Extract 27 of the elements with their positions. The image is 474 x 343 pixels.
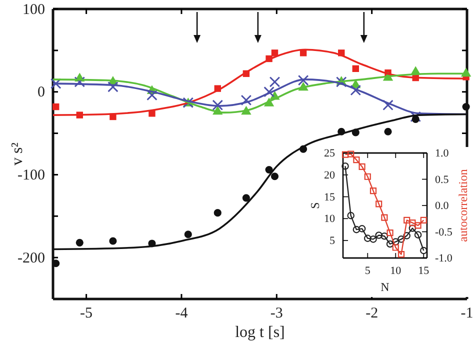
x-tick-label: -1: [460, 306, 474, 322]
y-tick-label: 20: [324, 169, 336, 182]
y2-tick-label: 0.5: [435, 174, 450, 186]
y2-tick-label: -0.5: [435, 226, 453, 238]
x-tick-label: -5: [80, 306, 93, 322]
y2-axis-title: autocorrelation: [456, 169, 470, 242]
y-tick-label: 100: [22, 2, 45, 18]
y2-tick-label: 1.0: [435, 148, 450, 160]
y2-tick-label: 0.0: [435, 200, 450, 212]
x-tick-label: -4: [175, 306, 188, 322]
x-tick-label: 10: [390, 264, 402, 277]
y-tick-label: 0: [38, 84, 45, 101]
x-tick-label: -3: [270, 306, 283, 322]
x-tick-label: -2: [366, 306, 378, 322]
y-axis-title: v s²: [9, 142, 26, 166]
y-tick-label: 25: [324, 148, 336, 160]
y-tick-label: -100: [18, 168, 45, 184]
y-axis-title: S: [308, 202, 322, 209]
y-tick-label: 5: [330, 235, 336, 248]
y2-tick-label: -1.0: [435, 252, 453, 265]
y-tick-label: 15: [324, 191, 336, 204]
x-axis-title: N: [380, 280, 390, 294]
x-tick-label: 5: [364, 264, 371, 277]
y-tick-label: -200: [18, 250, 45, 266]
y-tick-label: 10: [324, 213, 336, 226]
x-axis-title: log t [s]: [235, 324, 285, 341]
x-tick-label: 15: [418, 264, 430, 277]
